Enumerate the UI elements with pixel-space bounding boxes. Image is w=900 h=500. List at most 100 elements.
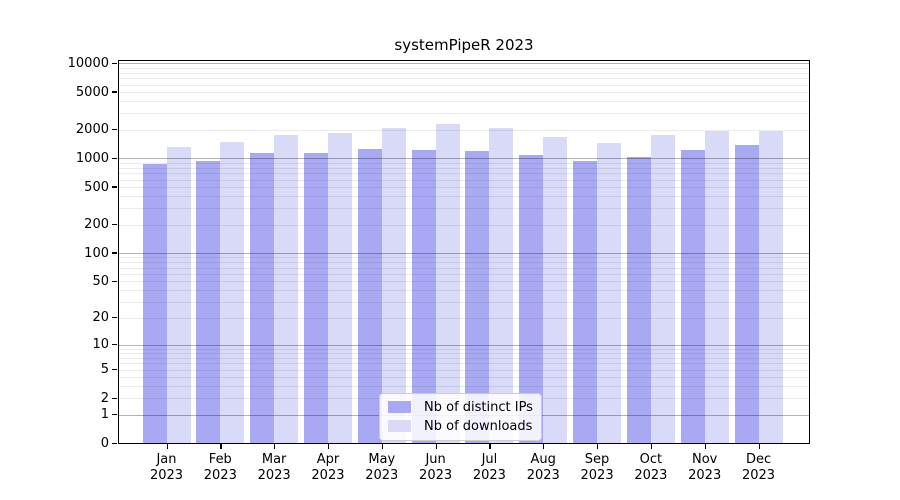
grid-line-minor <box>118 101 810 103</box>
grid-line-minor <box>118 262 810 264</box>
x-tick-label-year: 2023 <box>149 468 184 483</box>
bar-distinct-ips <box>680 150 705 444</box>
bar-downloads <box>274 135 299 444</box>
legend-label: Nb of downloads <box>424 418 533 434</box>
x-tick-label-year: 2023 <box>365 468 399 483</box>
grid-line-major <box>118 344 810 346</box>
grid-line-minor <box>118 363 810 365</box>
x-tick <box>597 443 599 449</box>
bar-distinct-ips <box>196 160 221 444</box>
grid-line-minor <box>118 179 810 181</box>
y-tick-label: 2000 <box>75 122 109 138</box>
plot-area: Nb of distinct IPs Nb of downloads <box>111 59 810 449</box>
x-tick-label: May 2023 <box>350 452 414 484</box>
y-tick-label: 1000 <box>75 150 109 166</box>
grid-line-major <box>118 253 810 255</box>
y-tick <box>111 224 117 226</box>
y-tick-label: 2 <box>100 390 109 406</box>
grid-line-minor <box>118 67 810 69</box>
x-tick-label-year: 2023 <box>580 468 614 483</box>
x-tick-label-month: Mar <box>261 452 287 467</box>
x-tick-label-year: 2023 <box>741 468 776 483</box>
legend-entry: Nb of downloads <box>386 417 535 436</box>
grid-line-minor <box>118 129 810 131</box>
x-tick-label: Jul 2023 <box>457 452 521 484</box>
y-tick-label: 100 <box>84 245 109 261</box>
bar-downloads <box>435 124 460 444</box>
x-tick-label-month: Nov <box>692 452 718 467</box>
x-tick-label: Jun 2023 <box>404 452 468 484</box>
y-tick <box>111 368 117 371</box>
bar-downloads <box>597 143 622 444</box>
bar-distinct-ips <box>573 161 598 444</box>
grid-line-minor <box>118 72 810 74</box>
bar-downloads <box>704 130 729 444</box>
grid-line-minor <box>118 386 810 388</box>
x-tick <box>489 443 491 449</box>
x-tick-label: Feb 2023 <box>188 452 252 484</box>
y-tick <box>111 252 117 254</box>
legend: Nb of distinct IPs Nb of downloads <box>379 392 542 441</box>
legend-entry: Nb of distinct IPs <box>386 398 535 417</box>
bar-distinct-ips <box>734 144 759 444</box>
grid-line-minor <box>118 317 810 319</box>
grid-line-minor <box>118 162 810 164</box>
x-tick-label: Mar 2023 <box>242 452 306 484</box>
x-tick-label-year: 2023 <box>634 468 668 483</box>
legend-label: Nb of distinct IPs <box>424 399 533 415</box>
x-tick-label-year: 2023 <box>311 468 345 483</box>
grid-line-minor <box>118 173 810 175</box>
grid-line-minor <box>118 257 810 259</box>
y-tick-label: 10000 <box>67 55 109 71</box>
grid-line-minor <box>118 369 810 371</box>
x-tick-label-year: 2023 <box>257 468 291 483</box>
x-tick <box>381 443 383 449</box>
x-tick-label-year: 2023 <box>419 468 453 483</box>
y-tick-label: 5 <box>100 362 109 378</box>
bar-downloads <box>166 146 191 444</box>
y-tick-label: 10 <box>92 337 109 353</box>
y-tick <box>111 442 117 445</box>
x-tick-label-year: 2023 <box>526 468 560 483</box>
y-tick-label: 0 <box>100 436 109 451</box>
grid-line-minor <box>118 78 810 80</box>
grid-line-minor <box>118 187 810 188</box>
bar-downloads <box>543 137 568 444</box>
legend-swatch <box>388 401 411 413</box>
x-tick <box>274 443 276 449</box>
grid-line-major <box>118 63 810 65</box>
x-tick-label-month: Apr <box>316 452 340 467</box>
grid-line-minor <box>118 357 810 359</box>
x-tick-label: Apr 2023 <box>296 452 360 484</box>
bar-downloads <box>381 128 406 444</box>
x-tick <box>543 443 545 449</box>
x-tick-label-month: Feb <box>208 452 232 467</box>
grid-line-minor <box>118 113 810 115</box>
grid-line-minor <box>118 377 810 379</box>
x-tick <box>758 443 760 449</box>
grid-line-minor <box>118 224 810 226</box>
x-tick <box>220 443 222 449</box>
grid-line-minor <box>118 84 810 86</box>
grid-line-minor <box>118 301 810 303</box>
y-tick <box>111 91 117 93</box>
y-tick <box>111 280 117 282</box>
x-tick <box>650 443 653 449</box>
x-tick-label-year: 2023 <box>472 468 506 483</box>
bar-distinct-ips <box>357 149 382 444</box>
y-tick <box>111 157 117 160</box>
x-tick-label-month: Jul <box>481 452 498 467</box>
bar-downloads <box>489 128 514 444</box>
y-tick-label: 50 <box>92 273 109 289</box>
grid-line-minor <box>118 92 810 94</box>
x-tick-label: Jan 2023 <box>135 452 199 484</box>
y-tick <box>111 343 117 346</box>
grid-line-minor <box>118 273 810 275</box>
x-tick-label-month: Aug <box>530 452 556 467</box>
y-tick-label: 5000 <box>75 84 109 100</box>
x-tick-label-month: Jan <box>156 452 177 467</box>
x-tick-label: Sep 2023 <box>565 452 629 484</box>
bar-downloads <box>327 133 352 444</box>
x-tick-label-month: Dec <box>745 452 772 467</box>
y-tick-label: 200 <box>84 217 109 233</box>
